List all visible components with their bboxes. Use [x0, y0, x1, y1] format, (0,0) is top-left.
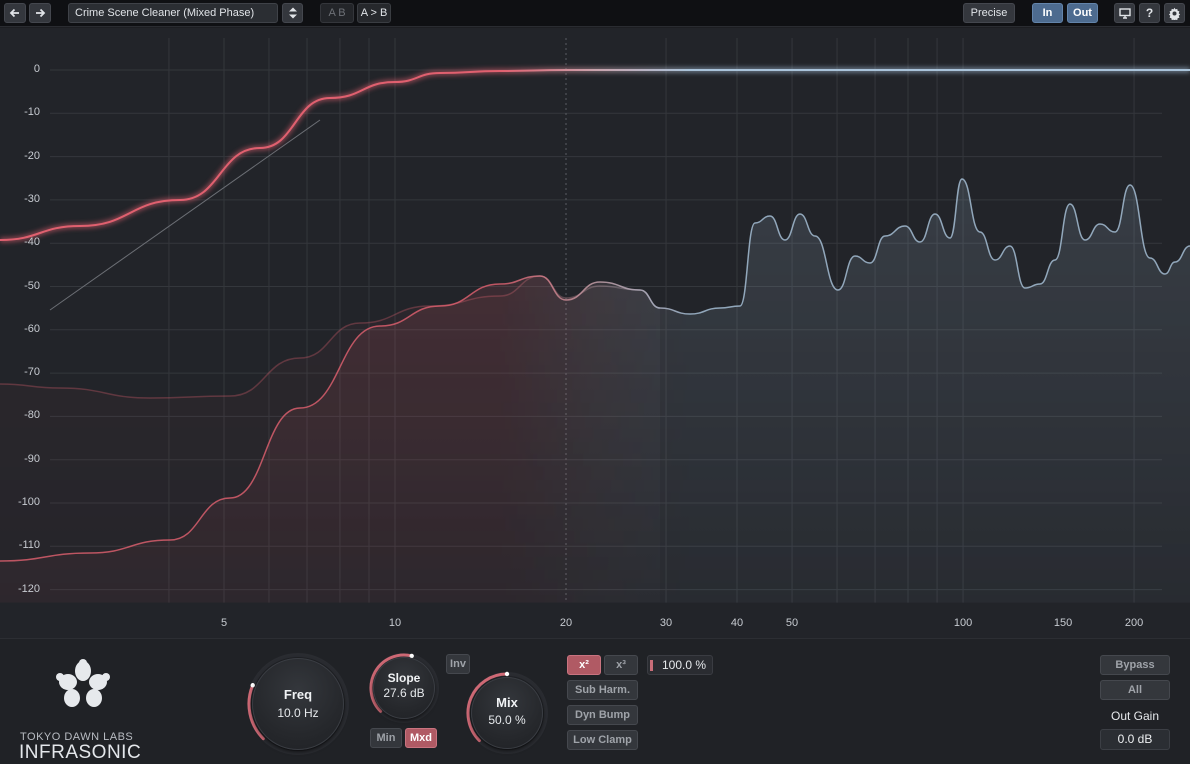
- x2-harmonic-button[interactable]: x²: [567, 655, 601, 675]
- slope-asymptote-line: [49, 119, 321, 311]
- low-clamp-button[interactable]: Low Clamp: [567, 730, 638, 750]
- out-gain-label: Out Gain: [1110, 709, 1160, 723]
- ab-copy-button[interactable]: A > B: [357, 3, 391, 23]
- precise-button[interactable]: Precise: [963, 3, 1015, 23]
- spectrum-graph[interactable]: 0 -10 -20 -30 -40 -50 -60 -70 -80 -90 -100 -110 -120…: [0, 28, 1190, 638]
- x-tick-label: 5: [220, 617, 228, 629]
- y-tick-label: -20: [24, 149, 40, 162]
- x-tick-label: 30: [659, 617, 673, 629]
- slope-knob-ring: [369, 653, 439, 723]
- bypass-all-button[interactable]: All: [1100, 680, 1170, 700]
- min-phase-button[interactable]: Min: [370, 728, 402, 748]
- x-tick-label: 100: [953, 617, 973, 629]
- y-tick-label: -110: [18, 539, 40, 552]
- y-tick-label: -90: [24, 452, 40, 465]
- response-glow: [0, 67, 1190, 243]
- filter-response-curve: [0, 67, 1190, 311]
- brand-company: TOKYO DAWN LABS: [20, 731, 134, 743]
- y-tick-label: -100: [17, 496, 40, 508]
- mix-knob-ring: [466, 671, 548, 754]
- brand-product: INFRASONIC: [19, 742, 142, 763]
- mix-label: Mix: [496, 695, 518, 710]
- display-button[interactable]: [1114, 3, 1135, 23]
- freq-value: 10.0 Hz: [277, 706, 319, 720]
- y-tick-label: -80: [24, 409, 40, 422]
- out-meter-button[interactable]: Out: [1067, 3, 1098, 23]
- y-tick-label: -50: [24, 279, 40, 292]
- spectrum-line: [0, 178, 1190, 562]
- amount-value: 100.0 %: [662, 658, 707, 672]
- forward-arrow-button[interactable]: [29, 3, 51, 23]
- ab-toggle-button[interactable]: A B: [320, 3, 354, 23]
- monitor-icon: [1118, 7, 1131, 19]
- y-tick-label: -40: [24, 236, 40, 249]
- preset-selector[interactable]: Crime Scene Cleaner (Mixed Phase): [68, 3, 278, 23]
- x-tick-label: 20: [559, 617, 573, 629]
- y-tick-label: -10: [24, 106, 40, 119]
- slope-value: 27.6 dB: [383, 686, 425, 700]
- toolbar: Crime Scene Cleaner (Mixed Phase) A B A …: [0, 0, 1190, 27]
- back-arrow-button[interactable]: [4, 3, 26, 23]
- out-gain-field[interactable]: 0.0 dB: [1100, 729, 1170, 750]
- response-line: [0, 68, 1190, 241]
- x-tick-label: 10: [388, 617, 402, 629]
- mix-knob[interactable]: Mix 50.0 %: [465, 671, 549, 755]
- in-meter-button[interactable]: In: [1032, 3, 1063, 23]
- spectrum-curves: [0, 178, 1190, 603]
- invert-button[interactable]: Inv: [446, 654, 470, 674]
- x-tick-label: 200: [1124, 617, 1144, 629]
- settings-button[interactable]: [1164, 3, 1185, 23]
- bypass-button[interactable]: Bypass: [1100, 655, 1170, 675]
- slope-label: Slope: [387, 671, 421, 685]
- preset-stepper[interactable]: [282, 3, 303, 23]
- freq-knob[interactable]: Freq 10.0 Hz: [246, 652, 350, 756]
- spectrum-plot: [0, 38, 1190, 603]
- up-down-arrows-icon: [288, 7, 297, 19]
- harmonic-amount-field[interactable]: 100.0 %: [647, 655, 713, 675]
- mix-value: 50.0 %: [488, 713, 526, 727]
- gear-icon: [1168, 7, 1181, 20]
- x-tick-label: 40: [730, 617, 744, 629]
- arrow-right-icon: [36, 8, 46, 18]
- y-tick-label: -60: [24, 322, 40, 335]
- y-tick-label: -70: [24, 366, 40, 379]
- y-tick-label: 0: [33, 63, 40, 75]
- arrow-left-icon: [9, 8, 19, 18]
- freq-knob-ring: [247, 653, 349, 755]
- y-tick-label: -30: [24, 192, 40, 205]
- sub-harm-button[interactable]: Sub Harm.: [567, 680, 638, 700]
- amount-level-bar: [650, 660, 653, 671]
- freq-label: Freq: [283, 687, 313, 702]
- slope-knob[interactable]: Slope 27.6 dB: [368, 652, 440, 724]
- y-tick-label: -120: [17, 582, 40, 595]
- x-tick-label: 150: [1053, 617, 1073, 629]
- flower-logo-icon: [56, 659, 110, 707]
- help-button[interactable]: ?: [1139, 3, 1160, 23]
- brand-area: TOKYO DAWN LABS INFRASONIC: [14, 653, 194, 763]
- control-panel: TOKYO DAWN LABS INFRASONIC Freq 10.0 Hz …: [0, 638, 1190, 764]
- mixed-phase-button[interactable]: Mxd: [405, 728, 437, 748]
- x3-harmonic-button[interactable]: x³: [604, 655, 638, 675]
- spectrum-area: [0, 179, 1190, 603]
- dyn-bump-button[interactable]: Dyn Bump: [567, 705, 638, 725]
- x-tick-label: 50: [785, 617, 799, 629]
